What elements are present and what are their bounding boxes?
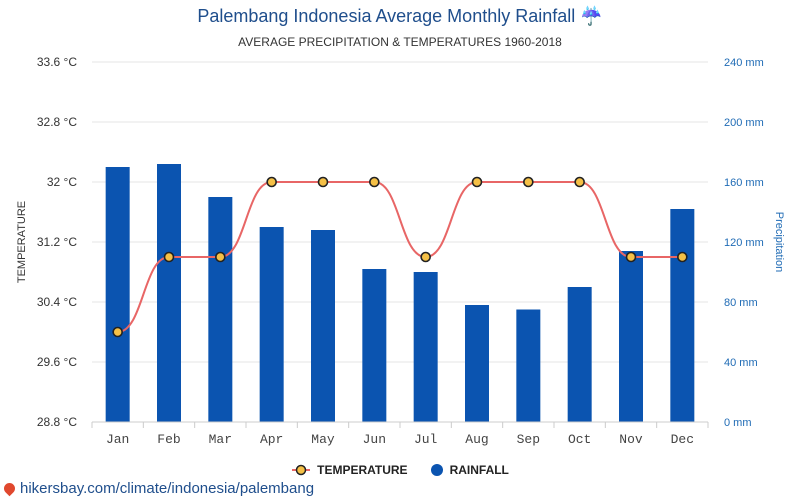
line-layer [112,176,688,338]
temperature-point [677,251,688,263]
right-tick-label: 200 mm [724,117,764,129]
left-tick-label: 30.4 °C [37,295,77,309]
rainfall-bar [157,164,181,422]
rainfall-bar [105,167,130,422]
axis-layer: 28.8 °C 29.6 °C 30.4 °C 31.2 °C 32 °C 32.8 °C… [16,55,785,447]
right-axis-title: Precipitation [773,212,785,273]
temperature-point [625,251,637,263]
temperature-point [266,176,277,188]
rainfall-bar [567,287,592,422]
legend-rainfall-icon [430,464,443,476]
rainfall-bar [311,230,335,422]
location-pin-icon [1,480,18,497]
right-tick-label: 160 mm [724,177,764,189]
rainfall-bar [413,272,438,422]
rainfall-bar [465,305,489,422]
x-tick-label: Jul [414,432,438,447]
left-tick-label: 32 °C [47,175,77,189]
right-tick-label: 40 mm [724,357,758,369]
rainfall-bar [208,197,233,422]
temperature-line [117,181,683,333]
legend-item-temperature[interactable]: TEMPERATURE [291,463,408,477]
rainfall-bar [619,251,643,422]
left-tick-label: 32.8 °C [37,115,77,129]
legend-temperature-label: TEMPERATURE [317,463,408,477]
legend-rainfall-label: RAINFALL [449,463,509,477]
temperature-point [523,176,534,188]
chart-svg: 28.8 °C 29.6 °C 30.4 °C 31.2 °C 32 °C 32.8 °C… [16,55,785,447]
footer-link-text: hikersbay.com/climate/indonesia/palemban… [20,480,315,497]
footer-link[interactable]: hikersbay.com/climate/indonesia/palemban… [1,480,315,497]
rainfall-bar [670,209,695,422]
right-tick-label: 0 mm [724,417,752,429]
left-tick-label: 33.6 °C [37,55,77,69]
x-tick-label: Feb [157,432,180,447]
temperature-point [112,326,123,338]
x-tick-label: Aug [465,432,488,447]
temperature-point [215,251,226,263]
temperature-point [471,176,483,188]
chart-legend: TEMPERATURE RAINFALL [0,463,800,477]
right-tick-label: 120 mm [724,237,764,249]
right-tick-label: 80 mm [724,297,758,309]
legend-temperature-icon [292,464,311,476]
temperature-point [317,176,329,188]
grid-layer [92,61,708,423]
left-tick-label: 28.8 °C [37,415,77,429]
x-tick-label: May [311,432,335,447]
x-tick-label: Nov [619,432,643,447]
x-tick-label: Jun [363,432,386,447]
left-axis-title: TEMPERATURE [16,201,28,283]
chart-title: Palembang Indonesia Average Monthly Rain… [197,6,603,26]
rainfall-bar [362,269,387,422]
x-tick-label: Jan [106,432,129,447]
rainfall-bar [259,227,284,422]
x-tick-label: Dec [671,432,694,447]
temperature-point [420,251,431,263]
left-tick-label: 31.2 °C [37,235,77,249]
temperature-point [163,251,175,263]
left-tick-label: 29.6 °C [37,355,77,369]
right-tick-label: 240 mm [724,57,764,69]
temperature-point [574,176,585,188]
x-tick-label: Mar [209,432,232,447]
x-tick-label: Sep [517,432,540,447]
chart-subtitle: AVERAGE PRECIPITATION & TEMPERATURES 196… [238,35,562,49]
bars-layer [105,164,695,422]
x-tick-label: Oct [568,432,591,447]
rainfall-bar [516,309,541,422]
temperature-point [369,176,380,188]
legend-item-rainfall[interactable]: RAINFALL [430,463,509,477]
x-tick-label: Apr [260,432,283,447]
